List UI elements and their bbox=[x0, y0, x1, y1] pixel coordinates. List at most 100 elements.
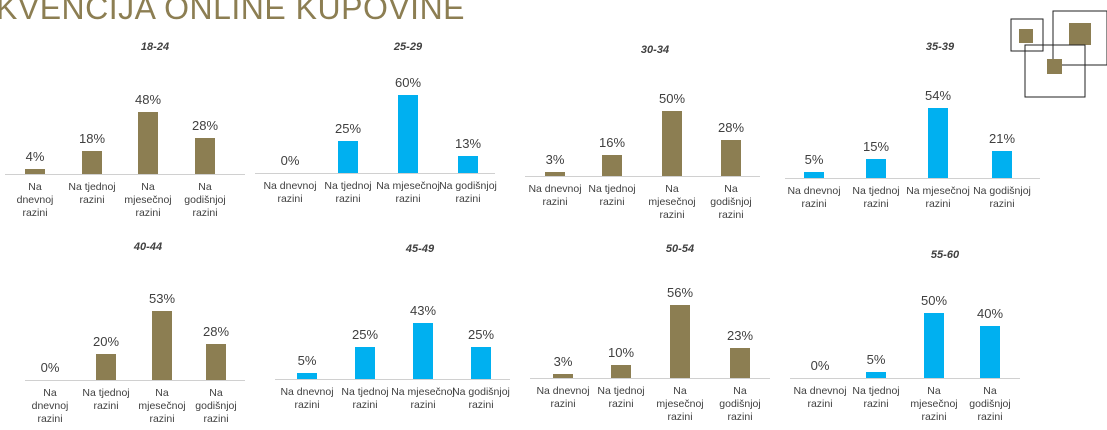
axis-line bbox=[25, 380, 245, 381]
value-label: 28% bbox=[717, 119, 745, 135]
bar bbox=[206, 343, 226, 380]
chart-title: 40-44 bbox=[133, 241, 163, 253]
value-label: 28% bbox=[202, 323, 230, 339]
bar bbox=[458, 156, 478, 173]
axis-line bbox=[275, 379, 510, 380]
bar bbox=[924, 313, 944, 378]
bar bbox=[297, 372, 317, 379]
value-label: 50% bbox=[920, 293, 948, 308]
value-label: 48% bbox=[134, 91, 162, 107]
value-label: 25% bbox=[467, 326, 495, 342]
bar bbox=[96, 354, 116, 380]
value-label: 13% bbox=[454, 136, 482, 152]
axis-line bbox=[785, 178, 1040, 179]
bar bbox=[355, 346, 375, 379]
category-label: Na godišnjoj razini bbox=[710, 183, 752, 221]
chart-title: 50-54 bbox=[665, 243, 695, 255]
value-label: 50% bbox=[658, 91, 686, 106]
category-label: Na dnevnoj razini bbox=[536, 385, 590, 410]
category-label: Na tjednoj razini bbox=[324, 180, 372, 205]
category-label: Na godišnjoj razini bbox=[969, 385, 1011, 423]
value-label: 60% bbox=[394, 75, 422, 90]
value-label: 3% bbox=[553, 354, 573, 370]
value-label: 5% bbox=[866, 351, 886, 367]
category-label: Na mjesečnoj razini bbox=[376, 180, 440, 205]
category-label: Na mjesečnoj razini bbox=[906, 185, 970, 210]
bar bbox=[866, 158, 886, 178]
bar bbox=[602, 155, 622, 176]
chart-title: 30-34 bbox=[640, 44, 670, 56]
value-label: 4% bbox=[25, 148, 45, 164]
category-label: Na mjesečnoj razini bbox=[648, 183, 696, 221]
category-label: Na mjesečnoj razini bbox=[391, 386, 455, 411]
category-label: Na tjednoj razini bbox=[588, 183, 636, 208]
bar bbox=[82, 150, 102, 174]
value-label: 5% bbox=[297, 352, 317, 368]
category-label: Na dnevnoj razini bbox=[787, 185, 841, 210]
value-label: 20% bbox=[92, 334, 120, 349]
bar bbox=[553, 374, 573, 378]
value-label: 53% bbox=[148, 291, 176, 307]
category-label: Na mjesečnoj razini bbox=[124, 181, 172, 219]
category-label: Na dnevnoj razini bbox=[280, 386, 334, 411]
chart-title: 18-24 bbox=[140, 41, 170, 53]
bar bbox=[611, 365, 631, 378]
category-label: Na tjednoj razini bbox=[852, 385, 900, 410]
value-label: 0% bbox=[40, 360, 60, 375]
slide-title: KVENCIJA ONLINE KUPOVINE bbox=[0, 0, 466, 26]
value-label: 5% bbox=[804, 151, 824, 167]
bar bbox=[545, 172, 565, 176]
bar bbox=[662, 111, 682, 176]
value-label: 10% bbox=[607, 345, 635, 360]
value-label: 56% bbox=[666, 285, 694, 301]
bar bbox=[338, 140, 358, 173]
bar bbox=[195, 137, 215, 174]
bar bbox=[866, 371, 886, 378]
value-label: 18% bbox=[78, 130, 106, 146]
chart-title: 55-60 bbox=[930, 249, 960, 261]
value-label: 43% bbox=[409, 303, 437, 319]
axis-line bbox=[525, 176, 760, 177]
chart-title: 25-29 bbox=[393, 41, 423, 53]
category-label: Na dnevnoj razini bbox=[263, 180, 317, 205]
axis-line bbox=[530, 378, 770, 379]
category-label: Na tjednoj razini bbox=[341, 386, 389, 411]
axis-line bbox=[790, 378, 1020, 379]
category-label: Na dnevnoj razini bbox=[16, 181, 54, 219]
value-label: 23% bbox=[726, 328, 754, 344]
category-label: Na tjednoj razini bbox=[68, 181, 116, 206]
chart-title: 35-39 bbox=[925, 41, 955, 53]
value-label: 16% bbox=[598, 135, 626, 151]
bar bbox=[721, 139, 741, 176]
bar bbox=[928, 107, 948, 178]
bar bbox=[980, 326, 1000, 378]
bar bbox=[398, 95, 418, 173]
bar bbox=[152, 311, 172, 380]
value-label: 25% bbox=[334, 120, 362, 136]
category-label: Na godišnjoj razini bbox=[439, 180, 497, 205]
value-label: 15% bbox=[862, 138, 890, 154]
bar bbox=[138, 111, 158, 174]
bar bbox=[471, 346, 491, 379]
axis-line bbox=[255, 173, 495, 174]
category-label: Na mjesečnoj razini bbox=[138, 387, 186, 425]
category-label: Na mjesečnoj razini bbox=[910, 385, 958, 423]
bar bbox=[25, 168, 45, 174]
category-label: Na godišnjoj razini bbox=[719, 385, 761, 423]
chart-title: 45-49 bbox=[405, 243, 435, 255]
bar bbox=[992, 150, 1012, 178]
bar bbox=[730, 348, 750, 378]
category-label: Na tjednoj razini bbox=[82, 387, 130, 412]
value-label: 0% bbox=[280, 153, 300, 168]
category-label: Na godišnjoj razini bbox=[973, 185, 1031, 210]
category-label: Na dnevnoj razini bbox=[793, 385, 847, 410]
value-label: 21% bbox=[988, 130, 1016, 146]
value-label: 25% bbox=[351, 326, 379, 342]
category-label: Na godišnjoj razini bbox=[452, 386, 510, 411]
decoration bbox=[1010, 10, 1107, 98]
category-label: Na dnevnoj razini bbox=[528, 183, 582, 208]
axis-line bbox=[5, 174, 245, 175]
category-label: Na godišnjoj razini bbox=[184, 181, 226, 219]
value-label: 40% bbox=[976, 306, 1004, 321]
